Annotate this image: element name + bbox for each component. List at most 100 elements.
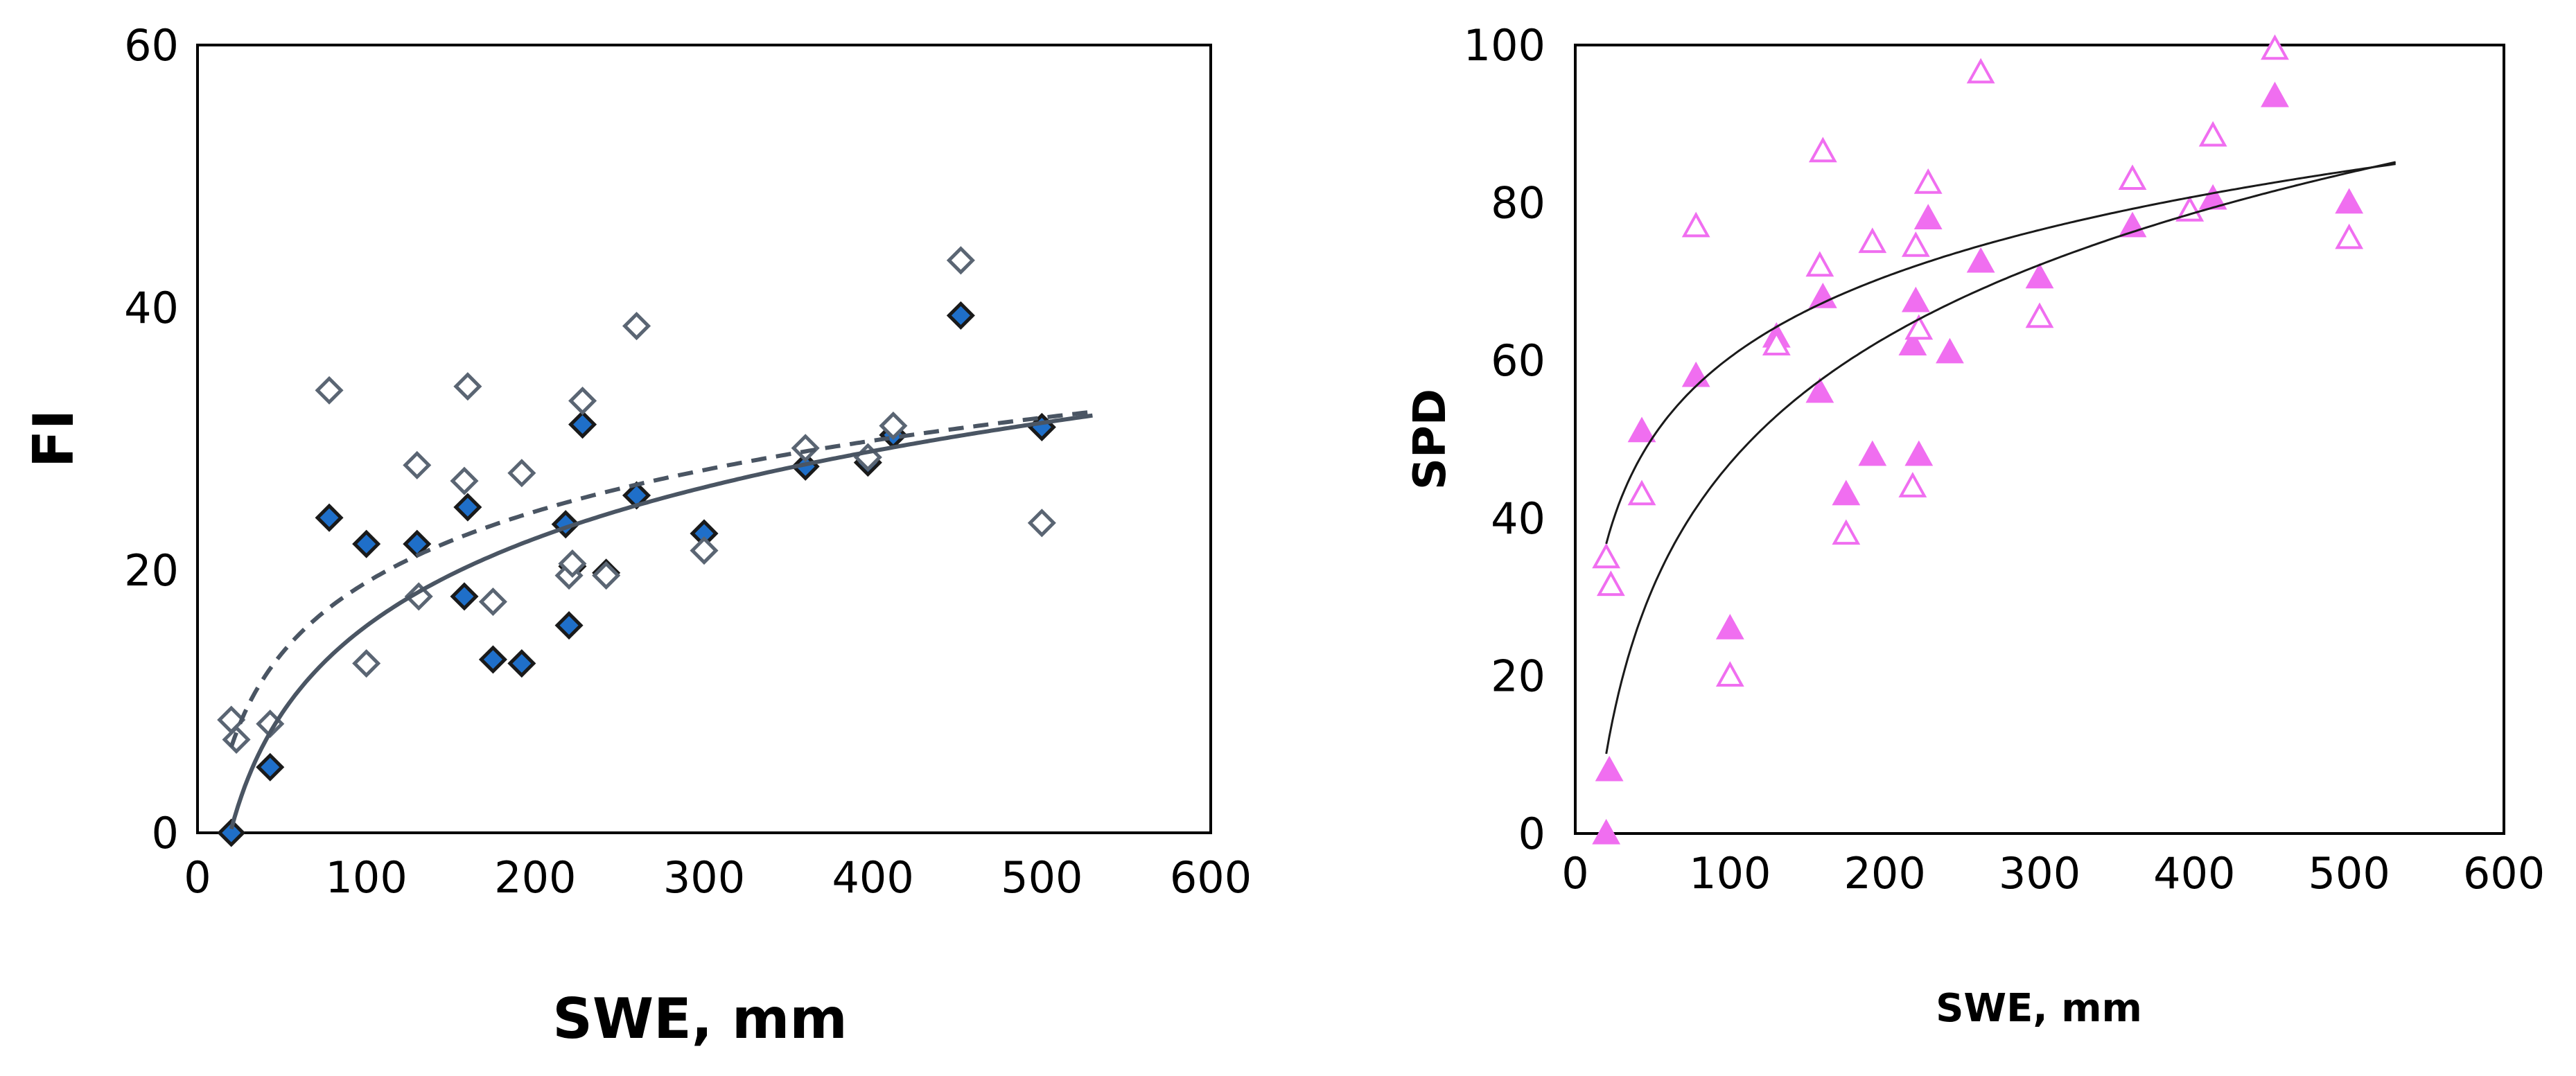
- data-point-open-triangle: [2335, 223, 2364, 249]
- data-point-open-diamond: [791, 434, 820, 463]
- chart-spd: 0 100 200 300 400 500 600 0 20 40 60 80 …: [1405, 20, 2545, 1031]
- data-point-filled-diamond: [554, 611, 584, 640]
- data-point-open-diamond: [946, 246, 975, 275]
- data-point-filled-triangle: [2335, 188, 2364, 214]
- data-point-filled-triangle: [1904, 440, 1934, 466]
- data-point-open-triangle: [1715, 661, 1744, 687]
- x-tick-label: 300: [1999, 848, 2080, 899]
- data-point-filled-diamond: [352, 529, 381, 558]
- data-point-filled-diamond: [946, 301, 975, 330]
- plot-area-fi: [196, 44, 1212, 834]
- x-tick-label: 100: [325, 852, 407, 903]
- y-tick-label: 0: [1518, 809, 1545, 859]
- data-point-open-diamond: [352, 649, 381, 678]
- data-point-filled-diamond: [315, 503, 344, 532]
- data-point-filled-diamond: [568, 410, 597, 439]
- data-point-open-diamond: [315, 376, 344, 405]
- x-axis-label-spd: SWE, mm: [1936, 986, 2142, 1031]
- x-tick-label: 0: [1561, 848, 1588, 899]
- data-point-filled-triangle: [1805, 377, 1834, 403]
- data-point-open-diamond: [1027, 509, 1056, 538]
- data-point-open-triangle: [1898, 472, 1927, 497]
- y-tick-label: 60: [124, 20, 179, 71]
- y-axis-label-spd: SPD: [1405, 389, 1456, 490]
- y-tick-label: 60: [1491, 335, 1545, 386]
- x-tick-label: 500: [2308, 848, 2390, 899]
- data-point-filled-triangle: [1592, 818, 1621, 845]
- marks-spd: [1592, 34, 2397, 845]
- y-tick-labels-spd: 0 20 40 60 80 100: [1464, 20, 1545, 859]
- y-tick-label: 40: [1491, 493, 1545, 544]
- data-point-open-diamond: [403, 450, 432, 479]
- data-point-filled-diamond: [478, 645, 507, 674]
- data-point-filled-triangle: [1627, 416, 1656, 443]
- x-tick-labels-spd: 0 100 200 300 400 500 600: [1561, 848, 2545, 899]
- data-point-open-triangle: [1832, 519, 1861, 545]
- data-point-open-triangle: [1762, 330, 1791, 356]
- data-point-open-triangle: [2118, 164, 2147, 191]
- data-point-open-triangle: [2025, 302, 2054, 328]
- data-point-open-triangle: [1901, 231, 1930, 257]
- fit-open-curve: [229, 409, 1093, 748]
- marks-fi: [217, 246, 1093, 847]
- plot-area-spd: [1574, 44, 2505, 835]
- y-tick-labels-fi: 0 20 40 60: [124, 20, 179, 858]
- x-axis-label-fi: SWE, mm: [552, 987, 847, 1051]
- data-point-open-diamond: [558, 549, 587, 579]
- data-point-open-diamond: [690, 536, 719, 565]
- data-point-filled-triangle: [1913, 204, 1943, 229]
- data-point-filled-diamond: [217, 818, 246, 847]
- fit-open-curve: [1605, 163, 2396, 545]
- x-tick-label: 200: [1843, 848, 1925, 899]
- data-point-filled-triangle: [1966, 247, 1995, 273]
- data-point-filled-diamond: [450, 582, 479, 611]
- data-point-open-diamond: [450, 466, 479, 495]
- data-point-filled-triangle: [1936, 337, 1964, 364]
- data-point-open-triangle: [1858, 227, 1887, 254]
- data-point-filled-triangle: [1595, 755, 1624, 782]
- data-point-open-triangle: [1592, 543, 1621, 569]
- data-point-open-diamond: [453, 372, 482, 401]
- data-point-open-diamond: [478, 587, 507, 617]
- y-tick-label: 20: [1491, 651, 1545, 701]
- x-tick-label: 100: [1689, 848, 1771, 899]
- data-point-filled-triangle: [1808, 283, 1837, 308]
- data-point-open-triangle: [2198, 121, 2227, 147]
- data-point-open-triangle: [1805, 251, 1834, 277]
- x-tick-label: 200: [494, 852, 576, 903]
- x-tick-label: 500: [1001, 852, 1083, 903]
- x-tick-labels-fi: 0 100 200 300 400 500 600: [184, 852, 1252, 903]
- data-point-filled-triangle: [1858, 440, 1887, 466]
- data-point-open-diamond: [568, 387, 597, 416]
- data-point-filled-diamond: [453, 493, 482, 522]
- data-point-filled-triangle: [1832, 479, 1861, 506]
- data-point-open-triangle: [1596, 570, 1625, 597]
- y-axis-label-fi: FI: [21, 409, 86, 468]
- data-point-open-diamond: [879, 412, 908, 441]
- data-point-filled-triangle: [1715, 614, 1744, 640]
- data-point-open-triangle: [1681, 211, 1710, 238]
- fit-filled-curve: [229, 413, 1093, 830]
- data-point-open-triangle: [1808, 136, 1837, 163]
- data-point-open-diamond: [507, 459, 536, 488]
- fit-filled-curve: [1605, 161, 2397, 755]
- data-point-open-triangle: [1966, 58, 1995, 84]
- y-tick-label: 40: [124, 283, 179, 333]
- data-point-filled-triangle: [2025, 263, 2054, 289]
- y-tick-label: 0: [152, 808, 179, 858]
- x-tick-label: 600: [1170, 852, 1252, 903]
- x-tick-label: 400: [2153, 848, 2235, 899]
- chart-fi: 0 100 200 300 400 500 600 0 20 40 60 SWE…: [21, 20, 1252, 1051]
- y-tick-label: 80: [1491, 178, 1545, 229]
- data-point-open-triangle: [1627, 479, 1656, 506]
- data-point-open-triangle: [2175, 195, 2205, 222]
- data-point-open-triangle: [2261, 34, 2289, 60]
- x-tick-label: 400: [832, 852, 913, 903]
- x-tick-label: 600: [2463, 848, 2545, 899]
- data-point-filled-diamond: [256, 752, 285, 782]
- data-point-open-diamond: [592, 561, 621, 590]
- data-point-open-triangle: [1904, 314, 1934, 340]
- x-tick-label: 0: [184, 852, 211, 903]
- data-point-filled-triangle: [1901, 286, 1930, 312]
